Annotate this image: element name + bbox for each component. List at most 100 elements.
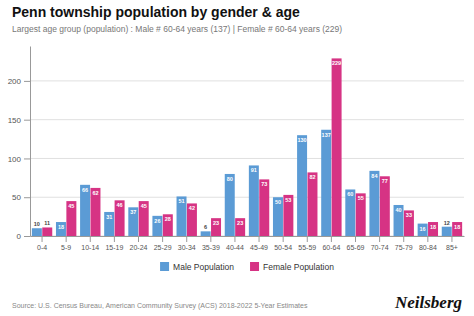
bar [152,216,162,236]
y-tick: 200 [8,77,30,86]
bar [128,207,138,236]
x-tick: 70-74 [371,236,389,251]
data-label: 60 [347,191,353,197]
chart: Penn township population by gender & age… [0,0,474,316]
tick-mark [24,158,30,159]
tick-label: 35-39 [202,244,220,251]
bar [90,188,100,236]
data-label: 130 [297,137,306,143]
data-label: 53 [285,197,291,203]
tick-mark [379,236,380,242]
data-label: 10 [34,221,40,227]
axis-line [31,236,465,237]
tick-label: 45-49 [250,244,268,251]
tick-label: 60-64 [322,244,340,251]
bar [452,222,462,236]
x-tick: 50-54 [274,236,292,251]
bar [235,218,245,236]
bar [332,58,342,236]
data-label: 33 [406,212,412,218]
data-label: 51 [178,198,184,204]
legend-label: Female Population [263,262,334,272]
bar [225,174,235,236]
tick-label: 25-29 [154,244,172,251]
bar [104,212,114,236]
legend: Male Population Female Population [160,262,334,272]
data-label: 37 [130,209,136,215]
tick-label: 30-34 [178,244,196,251]
tick-mark [138,236,139,242]
tick-label: 100 [8,155,22,164]
data-label: 16 [420,226,426,232]
tick-label: 5-9 [61,244,71,251]
tick-mark [283,236,284,242]
tick-mark [259,236,260,242]
tick-mark [66,236,67,242]
tick-mark [162,236,163,242]
brand: Neilsberg [394,293,463,312]
data-label: 77 [382,178,388,184]
x-tick: 15-19 [105,236,123,251]
tick-label: 75-79 [395,244,413,251]
bar [394,205,404,236]
bar [259,179,269,236]
title: Penn township population by gender & age [12,4,300,20]
bar [201,231,211,236]
x-tick: 85+ [446,236,458,251]
bar [187,203,197,236]
data-label: 28 [165,216,171,222]
bar [404,210,414,236]
grid-line [30,158,464,159]
tick-mark [186,236,187,242]
tick-mark [427,236,428,242]
tick-label: 50 [12,193,21,202]
legend-item: Female Population [250,262,334,272]
legend-item: Male Population [160,262,234,272]
grid-line [30,80,464,81]
data-label: 12 [444,220,450,226]
bar [42,227,52,236]
data-label: 55 [358,195,364,201]
bar [442,227,452,236]
tick-label: 80-84 [419,244,437,251]
x-tick: 55-59 [298,236,316,251]
bar [297,135,307,236]
data-label: 62 [92,190,98,196]
data-label: 6 [204,224,207,230]
data-label: 18 [454,224,460,230]
legend-swatch [250,262,259,271]
data-label: 229 [332,60,341,66]
x-tick: 80-84 [419,236,437,251]
x-tick: 45-49 [250,236,268,251]
plot: 0501001502000-45-910-1415-1920-2425-2930… [8,47,465,251]
data-label: 40 [395,207,401,213]
tick-label: 200 [8,77,22,86]
bar [66,201,76,236]
bar [428,222,438,236]
tick-label: 0-4 [37,244,47,251]
bar [283,195,293,236]
data-label: 23 [213,220,219,226]
axis-line [30,47,31,237]
tick-mark [307,236,308,242]
bar [356,193,366,236]
x-tick: 40-44 [226,236,244,251]
x-tick: 25-29 [154,236,172,251]
tick-mark [403,236,404,242]
x-tick: 20-24 [130,236,148,251]
x-tick: 0-4 [37,236,47,251]
bar [418,224,428,236]
y-tick: 50 [12,193,30,202]
tick-mark [234,236,235,242]
bar [273,197,283,236]
data-label: 45 [68,203,74,209]
bar [321,130,331,236]
bar [32,228,42,236]
tick-mark [451,236,452,242]
tick-mark [24,236,30,237]
grid [30,81,464,236]
tick-mark [355,236,356,242]
y-axis: 050100150200 [8,47,31,242]
data-label: 45 [141,203,147,209]
tick-label: 150 [8,116,22,125]
